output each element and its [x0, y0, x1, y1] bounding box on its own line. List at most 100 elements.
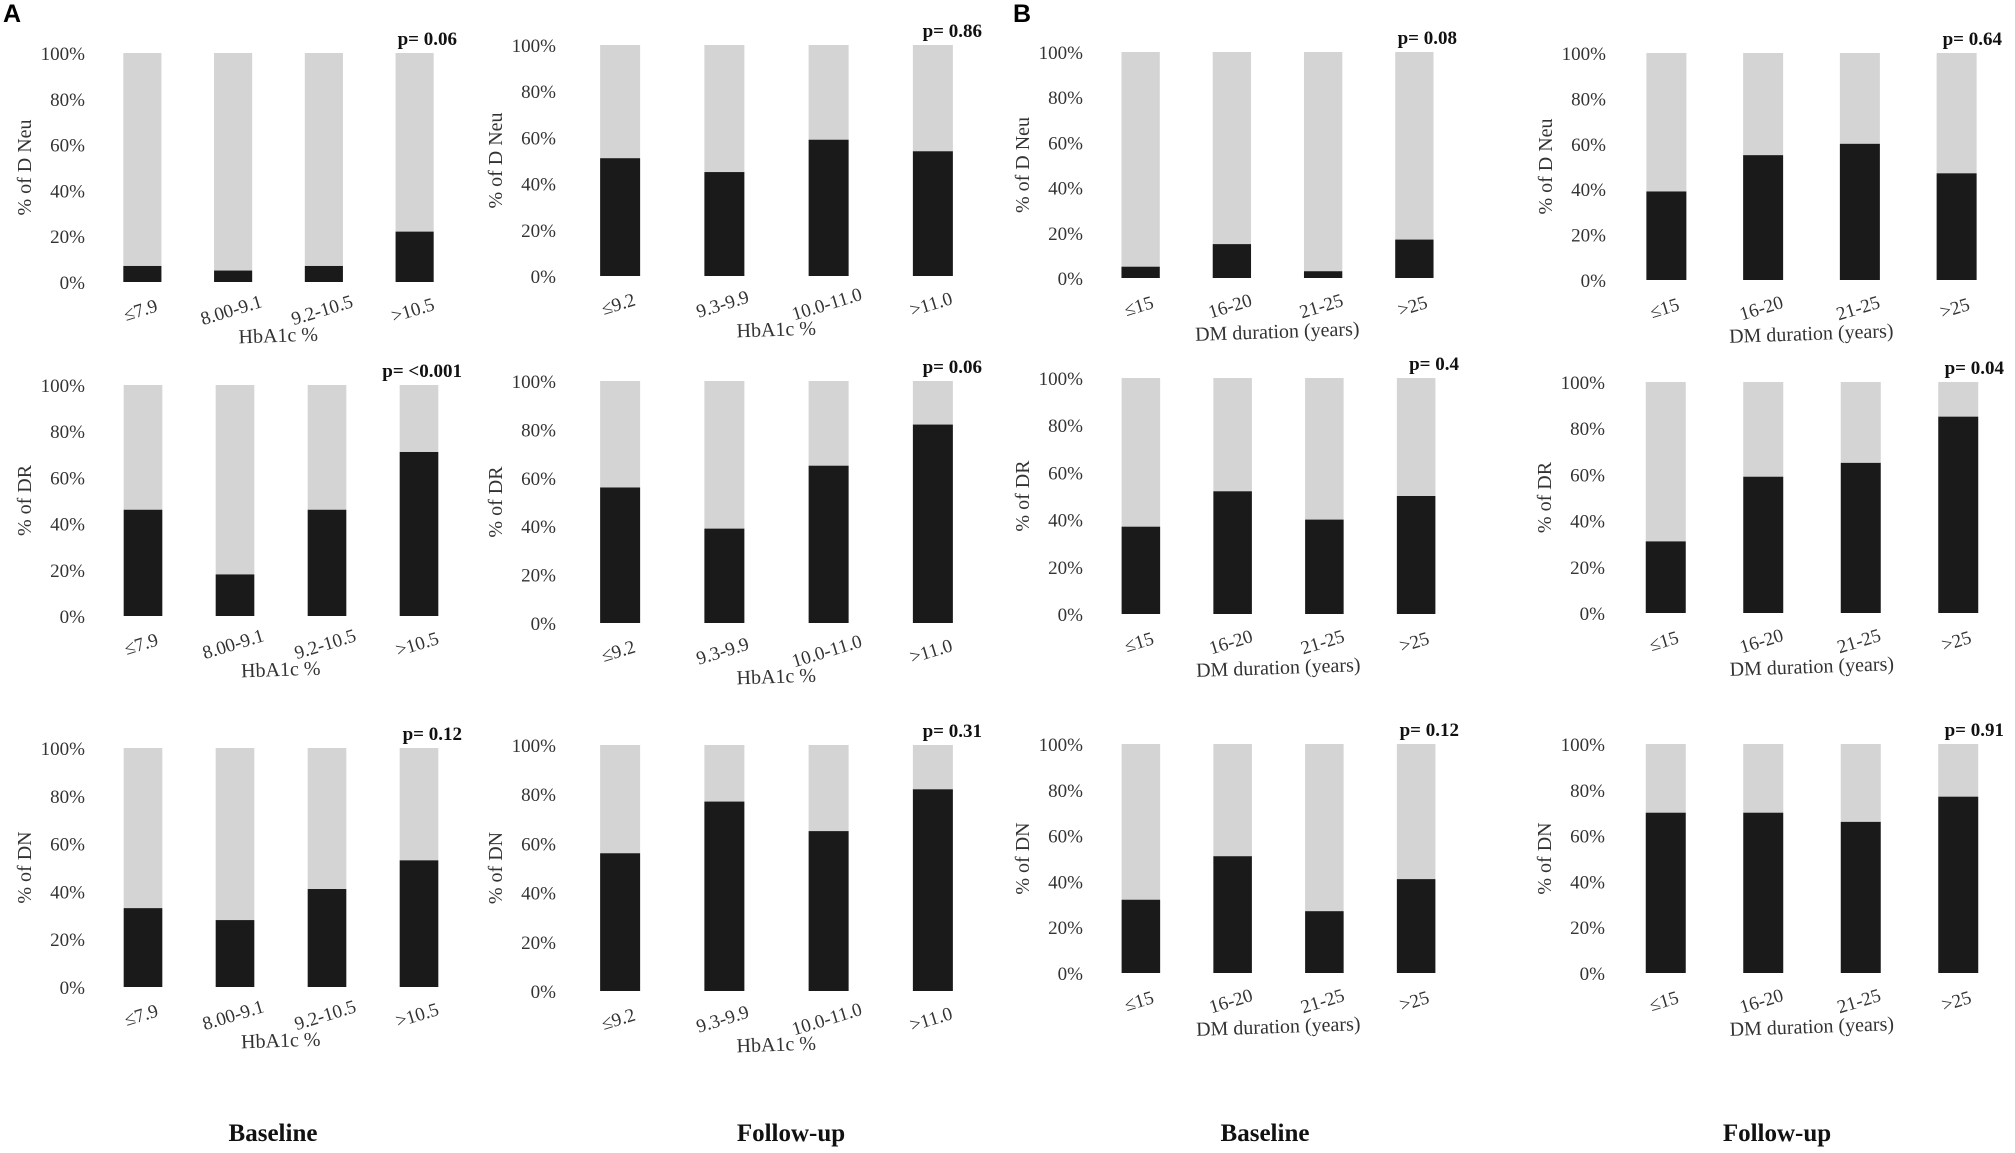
chart-1-xlabel: HbA1c % [238, 324, 318, 349]
column-label-followup-b: Follow-up [1722, 1120, 1832, 1147]
chart-6-bar-remainder-1 [600, 381, 641, 488]
chart-2-ytick-3: 60% [521, 128, 556, 149]
chart-9-ytick-5: 100% [41, 739, 86, 760]
chart-11-bar-remainder-1 [1121, 744, 1161, 900]
chart-1-ytick-3: 60% [50, 136, 85, 157]
chart-5-bar-4 [399, 451, 439, 616]
chart-2-ytick-2: 40% [521, 175, 556, 196]
chart-5-bar-remainder-1 [123, 385, 163, 510]
chart-3-bar-remainder-1 [1121, 52, 1160, 267]
chart-12-bar-remainder-3 [1840, 744, 1881, 822]
chart-4-xtick-1: ≤15 [1648, 294, 1682, 323]
chart-2-xtick-1: ≤9.2 [599, 290, 638, 320]
chart-8-xlabel: DM duration (years) [1729, 653, 1894, 681]
chart-7-xtick-4: >25 [1397, 628, 1432, 657]
panel-letter-b: B [1013, 0, 1032, 28]
chart-8-ytick-0: 0% [1580, 604, 1606, 625]
chart-2-ytick-1: 20% [521, 221, 556, 242]
chart-4-bar-1 [1646, 191, 1687, 280]
chart-3-ytick-5: 100% [1039, 43, 1084, 64]
chart-4-ytick-4: 80% [1571, 89, 1606, 110]
chart-4-bar-remainder-3 [1839, 53, 1880, 144]
chart-7-bar-1 [1121, 526, 1161, 614]
chart-6-ylabel: % of DR [485, 466, 507, 538]
chart-12-xtick-4: >25 [1939, 987, 1974, 1016]
chart-2-pvalue: p= 0.86 [923, 21, 982, 42]
chart-5-xtick-1: ≤7.9 [122, 630, 161, 660]
chart-3-ytick-2: 40% [1048, 179, 1083, 200]
chart-11-ylabel: % of DN [1012, 822, 1034, 894]
chart-6-ytick-2: 40% [521, 517, 556, 538]
chart-12-bar-remainder-4 [1938, 744, 1979, 797]
chart-10-ytick-2: 40% [521, 884, 556, 905]
chart-9-xtick-2: 8.00-9.1 [200, 996, 267, 1035]
chart-6-bar-remainder-2 [704, 381, 745, 529]
chart-9-ytick-1: 20% [50, 930, 85, 951]
chart-12-pvalue: p= 0.91 [1945, 720, 2004, 741]
chart-5-bar-remainder-4 [399, 385, 439, 452]
chart-7-ytick-3: 60% [1048, 463, 1083, 484]
chart-2-ytick-4: 80% [521, 82, 556, 103]
chart-12-ytick-3: 60% [1570, 827, 1605, 848]
chart-1-ytick-0: 0% [60, 273, 86, 294]
chart-3-bar-2 [1212, 244, 1252, 278]
chart-8-ytick-2: 40% [1570, 512, 1605, 533]
chart-9-bar-4 [399, 860, 439, 987]
chart-6-xtick-2: 9.3-9.9 [694, 634, 752, 670]
chart-4-ytick-1: 20% [1571, 226, 1606, 247]
chart-7-xlabel: DM duration (years) [1196, 654, 1361, 682]
chart-1-bar-3 [304, 265, 343, 282]
chart-11-xtick-2: 16-20 [1207, 985, 1256, 1018]
chart-9-bar-3 [307, 889, 347, 987]
chart-7-bar-remainder-3 [1305, 378, 1344, 520]
column-label-followup-a: Follow-up [736, 1120, 846, 1147]
chart-1-xtick-4: >10.5 [389, 294, 437, 327]
chart-6-ytick-4: 80% [521, 420, 556, 441]
chart-8-xtick-4: >25 [1939, 627, 1974, 656]
chart-7-bar-remainder-4 [1396, 378, 1436, 496]
chart-7-ytick-4: 80% [1048, 416, 1083, 437]
chart-12-bar-remainder-2 [1743, 744, 1784, 813]
panel-letter-a: A [3, 0, 22, 28]
chart-9-xtick-1: ≤7.9 [122, 1001, 161, 1031]
chart-8-bar-3 [1840, 462, 1881, 613]
chart-2-bar-remainder-3 [808, 45, 849, 140]
chart-7-ytick-0: 0% [1058, 605, 1084, 626]
chart-1-ytick-5: 100% [41, 44, 86, 65]
chart-7-ytick-1: 20% [1048, 558, 1083, 579]
chart-8-ytick-5: 100% [1561, 373, 1606, 394]
chart-5-xtick-2: 8.00-9.1 [200, 625, 267, 664]
chart-1-xtick-1: ≤7.9 [121, 296, 160, 326]
chart-6-ytick-3: 60% [521, 469, 556, 490]
chart-5-ytick-4: 80% [50, 422, 85, 443]
chart-3-xtick-2: 16-20 [1206, 290, 1255, 323]
chart-2-ytick-5: 100% [512, 36, 557, 57]
chart-12-ytick-4: 80% [1570, 781, 1605, 802]
chart-9-bar-1 [123, 908, 163, 987]
chart-8-xtick-2: 16-20 [1737, 625, 1786, 658]
chart-12-xtick-2: 16-20 [1737, 985, 1786, 1018]
chart-8-bar-4 [1938, 416, 1979, 613]
chart-7-bar-3 [1305, 519, 1344, 614]
chart-5-ytick-1: 20% [50, 561, 85, 582]
chart-8-ytick-4: 80% [1570, 419, 1605, 440]
chart-7-ytick-5: 100% [1039, 369, 1084, 390]
chart-6-xtick-4: >11.0 [908, 635, 956, 668]
chart-8-ytick-3: 60% [1570, 465, 1605, 486]
chart-4-ylabel: % of D Neu [1535, 118, 1557, 214]
chart-8-bar-remainder-1 [1645, 382, 1686, 542]
chart-3-ytick-3: 60% [1048, 133, 1083, 154]
chart-6-ytick-5: 100% [512, 372, 557, 393]
chart-7-bar-2 [1213, 491, 1252, 614]
chart-7-xtick-1: ≤15 [1122, 628, 1156, 657]
chart-8-bar-remainder-2 [1743, 382, 1784, 477]
chart-3-xlabel: DM duration (years) [1195, 318, 1360, 346]
chart-9-ytick-3: 60% [50, 835, 85, 856]
chart-9-ytick-4: 80% [50, 787, 85, 808]
chart-4-bar-remainder-1 [1646, 53, 1687, 192]
chart-3-pvalue: p= 0.08 [1398, 28, 1457, 49]
chart-3-bar-4 [1395, 239, 1434, 278]
chart-5-bar-remainder-2 [215, 385, 255, 575]
chart-3-bar-1 [1121, 266, 1160, 278]
chart-4-bar-3 [1839, 143, 1880, 280]
